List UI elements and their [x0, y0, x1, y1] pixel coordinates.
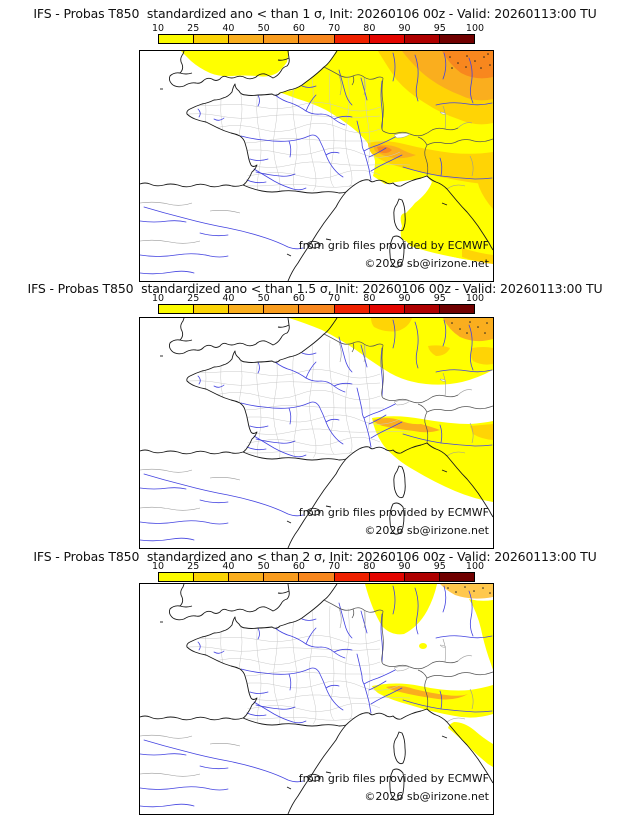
colorbar-tick: 95: [433, 23, 446, 34]
colorbar-segment: [194, 35, 230, 43]
map-france-sigma2: from grib files provided by ECMWF ©2026 …: [139, 583, 494, 815]
colorbar-segment: [369, 573, 405, 581]
colorbar-tick: 25: [187, 561, 200, 572]
colorbar-segment: [299, 305, 335, 313]
colorbar-segment: [334, 35, 370, 43]
colorbar-segment: [159, 35, 195, 43]
colorbar-tick: 60: [292, 23, 305, 34]
map-france-sigma1-5: from grib files provided by ECMWF ©2026 …: [139, 317, 494, 549]
colorbar-segment: [299, 35, 335, 43]
colorbar-tick: 100: [465, 561, 485, 572]
panel-title: IFS - Probas T850 standardized ano < tha…: [33, 6, 597, 21]
colorbar-tick: 60: [292, 561, 305, 572]
panel-title: IFS - Probas T850 standardized ano < tha…: [33, 549, 597, 564]
colorbar-segment: [404, 305, 440, 313]
forecast-panel-sigma2: IFS - Probas T850 standardized ano < tha…: [0, 549, 630, 825]
colorbar-tick: 40: [222, 293, 235, 304]
colorbar-tick: 90: [398, 561, 411, 572]
colorbar-tick: 10: [151, 23, 165, 34]
colorbar-tick: 70: [328, 561, 341, 572]
colorbar-segment: [404, 573, 440, 581]
colorbar-tick: 25: [187, 23, 200, 34]
map-france-sigma1: from grib files provided by ECMWF ©2026 …: [139, 50, 494, 282]
colorbar-segment: [159, 305, 195, 313]
colorbar-tick: 10: [151, 561, 165, 572]
colorbar-tick: 90: [398, 23, 411, 34]
colorbar-tick: 50: [257, 561, 270, 572]
colorbar-ticks: 10 25 40 50 60 70 80 90 95 100: [152, 561, 484, 572]
colorbar-tick: 40: [222, 561, 235, 572]
colorbar-tick: 25: [187, 293, 200, 304]
attribution-text: from grib files provided by ECMWF: [298, 772, 489, 785]
colorbar-segment: [439, 573, 474, 581]
probability-overlay: [181, 51, 493, 264]
colorbar-tick: 40: [222, 23, 235, 34]
colorbar-tick: 50: [257, 23, 270, 34]
colorbar-bar: [158, 572, 475, 582]
colorbar-tick: 80: [363, 23, 376, 34]
colorbar-ticks: 10 25 40 50 60 70 80 90 95 100: [152, 293, 484, 304]
colorbar-tick: 80: [363, 561, 376, 572]
colorbar-segment: [264, 35, 300, 43]
colorbar-segment: [334, 573, 370, 581]
panel-title: IFS - Probas T850 standardized ano < tha…: [27, 281, 603, 296]
colorbar-segment: [229, 35, 265, 43]
colorbar-tick: 10: [151, 293, 165, 304]
colorbar-tick: 70: [328, 293, 341, 304]
copyright-text: ©2026 sb@irizone.net: [364, 524, 489, 537]
colorbar-tick: 95: [433, 293, 446, 304]
colorbar-segment: [159, 573, 195, 581]
colorbar-tick: 70: [328, 23, 341, 34]
colorbar-tick: 100: [465, 293, 485, 304]
copyright-text: ©2026 sb@irizone.net: [364, 790, 489, 803]
colorbar-tick: 90: [398, 293, 411, 304]
colorbar-ticks: 10 25 40 50 60 70 80 90 95 100: [152, 23, 484, 34]
colorbar-bar: [158, 304, 475, 314]
colorbar-segment: [334, 305, 370, 313]
attribution-text: from grib files provided by ECMWF: [298, 239, 489, 252]
colorbar-tick: 80: [363, 293, 376, 304]
colorbar-segment: [229, 305, 265, 313]
colorbar-tick: 60: [292, 293, 305, 304]
colorbar-segment: [369, 305, 405, 313]
attribution-text: from grib files provided by ECMWF: [298, 506, 489, 519]
colorbar-bar: [158, 34, 475, 44]
colorbar-tick: 100: [465, 23, 485, 34]
colorbar-tick: 50: [257, 293, 270, 304]
colorbar-segment: [439, 35, 474, 43]
colorbar-segment: [264, 573, 300, 581]
probability-colorbar: 10 25 40 50 60 70 80 90 95 100: [152, 293, 484, 316]
probability-colorbar: 10 25 40 50 60 70 80 90 95 100: [152, 23, 484, 46]
colorbar-segment: [229, 573, 265, 581]
forecast-panel-sigma1-5: IFS - Probas T850 standardized ano < tha…: [0, 281, 630, 557]
colorbar-segment: [264, 305, 300, 313]
colorbar-segment: [194, 305, 230, 313]
colorbar-tick: 95: [433, 561, 446, 572]
colorbar-segment: [194, 573, 230, 581]
colorbar-segment: [299, 573, 335, 581]
forecast-panel-sigma1: IFS - Probas T850 standardized ano < tha…: [0, 6, 630, 282]
colorbar-segment: [404, 35, 440, 43]
copyright-text: ©2026 sb@irizone.net: [364, 257, 489, 270]
colorbar-segment: [369, 35, 405, 43]
colorbar-segment: [439, 305, 474, 313]
probability-colorbar: 10 25 40 50 60 70 80 90 95 100: [152, 561, 484, 584]
